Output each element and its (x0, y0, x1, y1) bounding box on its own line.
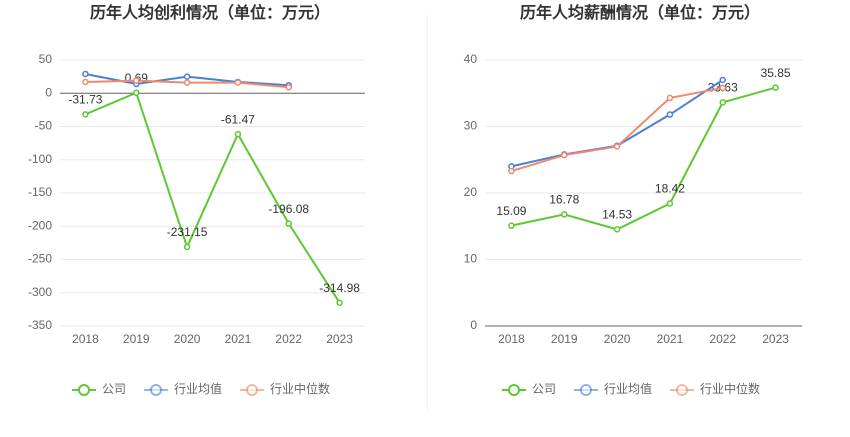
x-tick-label: 2019 (123, 332, 150, 346)
point (285, 220, 292, 227)
point (183, 79, 191, 86)
point (336, 299, 343, 306)
chart-title: 历年人均创利情况（单位：万元） (90, 3, 330, 22)
y-tick-label: -350 (28, 318, 52, 332)
legend-label: 公司 (532, 382, 556, 396)
legend-label: 行业中位数 (270, 381, 330, 396)
legend-marker (78, 384, 90, 396)
point (133, 89, 140, 97)
point (234, 130, 242, 138)
x-tick-label: 2022 (275, 332, 302, 346)
x-tick-label: 2023 (762, 332, 789, 346)
legend-label: 行业均值 (174, 381, 222, 396)
point (82, 111, 89, 118)
y-tick-label: -300 (28, 285, 52, 299)
data-label: 35.85 (761, 66, 791, 80)
data-label: -61.47 (221, 112, 255, 126)
x-tick-label: 2022 (709, 332, 736, 346)
data-label: 16.78 (549, 193, 579, 207)
y-tick-label: 40 (464, 52, 478, 66)
data-label: 15.09 (496, 204, 526, 218)
x-tick-label: 2018 (498, 332, 525, 346)
legend-marker (150, 384, 162, 396)
point (719, 99, 726, 106)
data-label: -231.15 (167, 225, 208, 239)
y-tick-label: 50 (39, 52, 53, 66)
x-tick-label: 2020 (604, 332, 631, 346)
x-tick-label: 2019 (551, 332, 578, 346)
legend-label: 行业均值 (604, 381, 652, 396)
x-tick-label: 2018 (72, 332, 99, 346)
y-tick-label: 10 (464, 252, 478, 266)
point (508, 167, 515, 175)
point (183, 243, 191, 251)
point (234, 79, 242, 86)
y-tick-label: -200 (28, 218, 52, 232)
data-label: -31.73 (68, 93, 102, 107)
point (719, 76, 726, 84)
y-tick-label: -100 (28, 152, 52, 166)
point (82, 70, 89, 78)
point (666, 200, 674, 207)
legend-label: 行业中位数 (700, 381, 760, 396)
x-tick-label: 2023 (326, 332, 353, 346)
data-label: -196.08 (268, 202, 309, 216)
chart-title: 历年人均薪酬情况（单位：万元） (520, 3, 760, 22)
legend-marker (676, 384, 688, 396)
point (772, 84, 779, 91)
data-label: 14.53 (602, 208, 632, 222)
y-tick-label: 0 (470, 318, 477, 332)
point (508, 222, 515, 229)
y-tick-label: 20 (464, 185, 478, 199)
x-tick-label: 2021 (225, 332, 252, 346)
point (719, 84, 726, 92)
legend-marker (246, 384, 258, 396)
y-tick-label: 0 (45, 85, 52, 99)
legend-marker (508, 384, 520, 396)
point (133, 77, 140, 84)
legend-marker (580, 384, 592, 396)
y-tick-label: -250 (28, 252, 52, 266)
point (561, 211, 568, 218)
point (285, 84, 292, 91)
legend-label: 公司 (102, 382, 126, 396)
point (613, 143, 621, 150)
series-line (85, 91, 341, 304)
data-label: -314.98 (319, 281, 360, 295)
y-tick-label: -50 (35, 119, 53, 133)
x-tick-label: 2020 (174, 332, 201, 346)
point (613, 226, 621, 233)
point (82, 78, 89, 86)
point (561, 151, 568, 159)
y-tick-label: 30 (464, 119, 478, 133)
point (183, 73, 191, 80)
point (666, 94, 674, 102)
point (666, 111, 674, 118)
x-tick-label: 2021 (657, 332, 684, 346)
data-label: 18.42 (655, 182, 685, 196)
series-line (511, 86, 776, 231)
y-tick-label: -150 (28, 185, 52, 199)
